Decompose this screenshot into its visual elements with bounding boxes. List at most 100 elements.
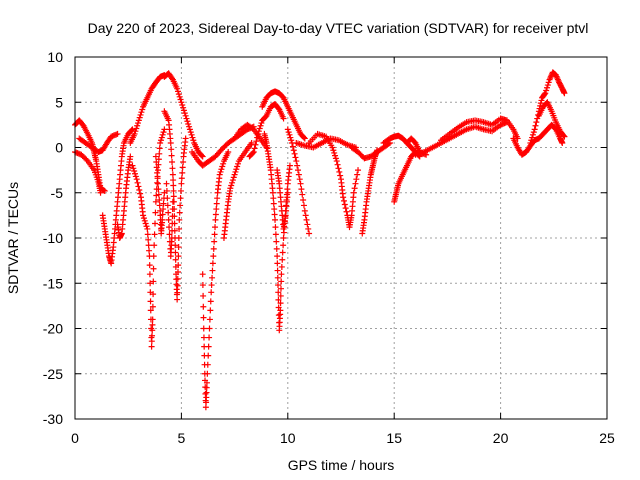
data-point <box>165 216 172 223</box>
data-point <box>176 225 183 232</box>
data-point <box>233 166 240 173</box>
data-point <box>270 195 277 202</box>
data-point <box>155 191 162 198</box>
series-arc13 <box>199 149 232 411</box>
data-point <box>129 162 136 169</box>
data-point <box>160 129 167 136</box>
data-point <box>288 137 295 144</box>
data-point <box>208 289 215 296</box>
data-point <box>304 221 311 228</box>
data-point <box>157 137 164 144</box>
data-point <box>340 197 347 204</box>
data-point <box>341 201 348 208</box>
data-point <box>138 109 145 116</box>
y-tick-label: -20 <box>43 321 63 337</box>
data-point <box>187 129 194 136</box>
data-point <box>214 195 221 202</box>
data-point <box>175 91 182 98</box>
data-point <box>353 176 360 183</box>
data-point <box>374 147 381 154</box>
x-tick-label: 0 <box>71 430 79 446</box>
data-point <box>200 314 207 321</box>
data-point <box>147 307 154 314</box>
data-point <box>163 187 170 194</box>
data-point <box>154 175 161 182</box>
data-point <box>209 260 216 267</box>
data-point <box>179 164 186 171</box>
series-arc28 <box>412 119 510 158</box>
data-point <box>212 216 219 223</box>
data-point <box>229 179 236 186</box>
x-tick-label: 10 <box>280 430 296 446</box>
data-point <box>295 167 302 174</box>
data-point <box>161 126 168 133</box>
data-points-layer <box>72 69 568 411</box>
data-point <box>153 164 160 171</box>
data-point <box>174 296 181 303</box>
data-point <box>527 139 534 146</box>
x-tick-label: 25 <box>599 430 615 446</box>
data-point <box>355 167 362 174</box>
data-point <box>128 127 135 134</box>
data-point <box>561 90 568 97</box>
data-point <box>159 131 166 138</box>
data-point <box>174 275 181 282</box>
data-point <box>175 253 182 260</box>
series-arc17 <box>259 88 308 142</box>
data-point <box>538 97 545 104</box>
data-point <box>177 187 184 194</box>
data-point <box>302 212 309 219</box>
data-point <box>205 343 212 350</box>
series-arc11 <box>163 180 176 260</box>
data-point <box>234 163 241 170</box>
data-point <box>159 216 166 223</box>
data-point <box>231 171 238 178</box>
data-point <box>174 269 181 276</box>
data-point <box>175 235 182 241</box>
data-point <box>544 82 551 89</box>
data-point <box>299 191 306 198</box>
data-point <box>274 274 281 281</box>
data-point <box>83 156 90 163</box>
data-point <box>274 253 281 260</box>
data-point <box>254 134 261 141</box>
y-tick-label: -15 <box>43 275 63 291</box>
data-point <box>337 172 344 179</box>
data-point <box>225 149 232 156</box>
x-tick-label: 15 <box>386 430 402 446</box>
data-point <box>295 171 302 178</box>
data-point <box>280 115 287 122</box>
data-point <box>329 144 336 151</box>
data-point <box>203 379 210 386</box>
data-point <box>154 169 161 176</box>
data-point <box>190 137 197 144</box>
data-point <box>131 168 138 175</box>
data-point <box>293 158 300 165</box>
data-point <box>160 206 167 213</box>
data-point <box>272 224 279 231</box>
data-point <box>164 195 171 202</box>
data-point <box>149 316 156 323</box>
data-point <box>529 131 536 138</box>
data-point <box>287 134 294 141</box>
data-point <box>543 87 550 94</box>
data-point <box>248 139 255 146</box>
data-point <box>298 186 305 193</box>
data-point <box>165 209 172 216</box>
data-point <box>332 155 339 162</box>
data-point <box>543 84 550 91</box>
data-point <box>135 117 142 124</box>
tick-label-layer: 0 5 10 15 20 25 -30 -25 -20 -15 -10 -5 0 5 10 <box>43 49 615 446</box>
data-point <box>278 278 285 285</box>
data-point <box>252 141 259 148</box>
data-point <box>148 343 155 350</box>
data-point <box>280 235 287 241</box>
y-tick-label: -10 <box>43 230 63 246</box>
data-point <box>173 286 180 293</box>
data-point <box>207 298 214 305</box>
data-point <box>209 274 216 281</box>
y-tick-label: 5 <box>55 94 63 110</box>
data-point <box>180 158 187 165</box>
data-point <box>272 231 279 238</box>
data-point <box>151 231 158 238</box>
